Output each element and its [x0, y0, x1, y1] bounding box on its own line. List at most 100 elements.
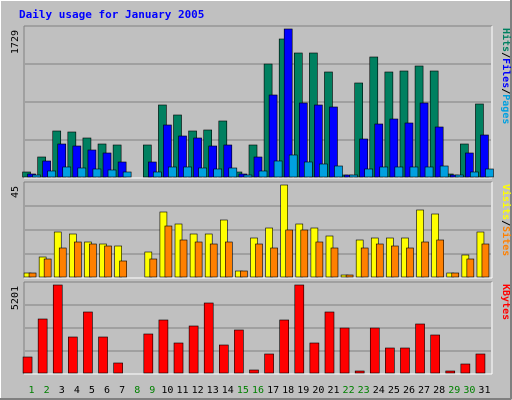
x-tick-label: 29: [448, 385, 460, 396]
y-max-label: 5201: [10, 286, 21, 310]
x-tick-label: 6: [104, 385, 110, 396]
bar-hits-7: [112, 144, 122, 178]
bar-sites-17: [270, 247, 278, 278]
bar-sites-30: [466, 258, 475, 278]
bar-kbytes-9: [143, 333, 154, 374]
x-tick-label: 31: [478, 385, 490, 396]
bar-pages-25: [394, 166, 404, 178]
bar-files-4: [72, 145, 82, 178]
bar-kbytes-11: [173, 342, 184, 374]
bar-files-28: [434, 126, 444, 178]
bar-files-20: [314, 104, 323, 178]
bar-sites-29: [451, 272, 460, 278]
x-tick-label: 16: [252, 385, 264, 396]
bar-sites-25: [391, 245, 399, 278]
bar-kbytes-1: [22, 356, 33, 374]
legend-hits: Hits: [500, 28, 512, 52]
x-tick-label: 11: [176, 385, 188, 396]
bar-kbytes-16: [249, 369, 259, 374]
x-tick-label: 13: [207, 385, 219, 396]
bar-sites-31: [481, 243, 490, 278]
x-tick-label: 20: [312, 385, 324, 396]
x-tick-label: 28: [433, 385, 445, 396]
bar-sites-11: [179, 239, 188, 278]
x-tick-label: 18: [282, 385, 294, 396]
x-axis-labels: 1 2 3 4 5 6 7 8 9 10 11 12 13 14 15 16 17 18 19 20 21 22 23 24 2…: [29, 385, 491, 396]
bar-pages-11: [183, 166, 192, 178]
bar-kbytes-7: [113, 362, 123, 374]
legend-labels: Hits/Files/Pages: [500, 28, 512, 124]
bar-pages-17: [273, 160, 283, 178]
bar-kbytes-2: [37, 318, 48, 374]
x-tick-label: 25: [388, 385, 400, 396]
legend-pages: Pages: [500, 94, 511, 124]
bar-pages-12: [198, 167, 207, 178]
bar-files-2: [42, 160, 51, 178]
bar-sites-15: [240, 270, 248, 278]
bar-kbytes-6: [98, 336, 108, 374]
bar-sites-14: [225, 241, 233, 278]
bar-files-10: [163, 124, 172, 178]
bar-files-7: [117, 161, 127, 178]
bar-pages-27: [424, 166, 434, 178]
bar-sites-23: [360, 247, 369, 278]
bar-files-26: [404, 122, 414, 178]
x-tick-label: 17: [267, 385, 279, 396]
legend-files: Files: [500, 58, 512, 88]
bar-kbytes-12: [188, 325, 199, 374]
bar-kbytes-20: [309, 342, 320, 374]
series-hits: [22, 38, 484, 178]
x-tick-label: 27: [418, 385, 430, 396]
bar-kbytes-18: [279, 319, 289, 374]
bar-files-21: [329, 106, 338, 178]
bar-files-24: [374, 123, 384, 178]
bar-sites-4: [74, 241, 82, 278]
bar-sites-3: [58, 247, 67, 278]
bar-files-18: [283, 28, 293, 178]
bar-kbytes-25: [385, 347, 395, 374]
bar-kbytes-14: [219, 344, 229, 374]
x-tick-label: 4: [74, 385, 80, 396]
sites-visits-panel: 45 Visits/Sites: [10, 181, 512, 279]
bar-files-17: [268, 94, 278, 178]
bar-files-9: [148, 161, 157, 178]
bar-sites-10: [164, 225, 173, 278]
bar-sites-18: [285, 229, 293, 278]
bar-files-5: [87, 149, 97, 178]
bar-kbytes-3: [52, 284, 63, 374]
series-files: [27, 28, 489, 178]
x-tick-label: 15: [237, 385, 249, 396]
series-kbytes: [22, 284, 486, 374]
bar-files-6: [102, 152, 112, 178]
bar-pages-19: [303, 161, 313, 178]
bar-files-25: [389, 118, 399, 178]
legend-labels: KBytes: [500, 284, 511, 320]
hits-files-pages-panel: 1729 Hits/Files/Pages: [10, 25, 512, 179]
bar-sites-1: [28, 272, 37, 278]
bar-pages-2: [47, 170, 56, 178]
bar-kbytes-10: [158, 319, 169, 374]
bar-sites-5: [89, 243, 97, 278]
bar-sites-21: [330, 247, 339, 278]
x-tick-label: 1: [29, 385, 35, 396]
bar-files-30: [465, 152, 474, 178]
x-tick-label: 7: [119, 385, 125, 396]
bar-pages-24: [379, 166, 389, 178]
bar-files-27: [419, 102, 429, 178]
bar-kbytes-21: [324, 311, 335, 374]
bar-pages-22: [349, 174, 358, 178]
series-visits: [23, 184, 485, 278]
bar-sites-20: [315, 241, 324, 278]
bar-pages-10: [168, 166, 177, 178]
bar-kbytes-29: [445, 370, 456, 374]
bar-files-14: [223, 144, 233, 178]
bar-hits-9: [143, 144, 152, 178]
bar-files-16: [253, 156, 263, 178]
x-tick-label: 21: [327, 385, 339, 396]
bar-pages-26: [409, 166, 419, 178]
bar-kbytes-30: [460, 363, 471, 374]
bar-pages-28: [439, 165, 449, 178]
bar-kbytes-13: [203, 302, 214, 374]
bar-kbytes-4: [68, 336, 78, 374]
bar-sites-13: [209, 243, 218, 278]
